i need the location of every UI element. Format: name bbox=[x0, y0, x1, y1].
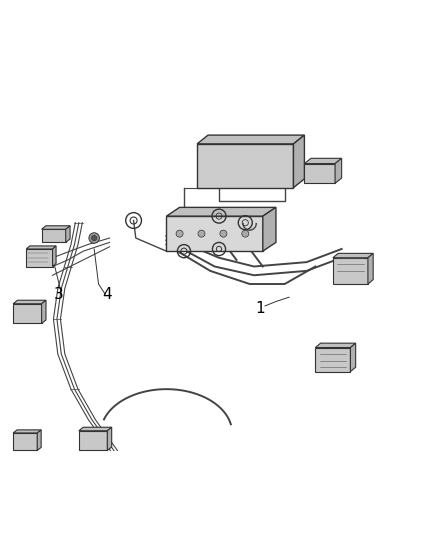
Polygon shape bbox=[333, 253, 373, 258]
Polygon shape bbox=[66, 226, 70, 243]
Polygon shape bbox=[79, 431, 107, 450]
Circle shape bbox=[242, 230, 249, 237]
Circle shape bbox=[176, 230, 183, 237]
Polygon shape bbox=[42, 300, 46, 324]
Polygon shape bbox=[26, 246, 56, 249]
Polygon shape bbox=[13, 304, 42, 324]
Polygon shape bbox=[13, 430, 41, 433]
Circle shape bbox=[92, 236, 97, 241]
Polygon shape bbox=[335, 158, 342, 183]
Text: 4: 4 bbox=[102, 287, 112, 302]
Polygon shape bbox=[315, 343, 356, 348]
Circle shape bbox=[198, 230, 205, 237]
Polygon shape bbox=[293, 135, 304, 188]
Circle shape bbox=[220, 230, 227, 237]
Polygon shape bbox=[315, 348, 350, 372]
Polygon shape bbox=[197, 144, 293, 188]
Polygon shape bbox=[42, 226, 70, 229]
Polygon shape bbox=[79, 427, 112, 431]
Polygon shape bbox=[53, 246, 56, 266]
Polygon shape bbox=[304, 164, 335, 183]
Polygon shape bbox=[263, 207, 276, 251]
Text: 3: 3 bbox=[54, 287, 64, 302]
Polygon shape bbox=[166, 216, 263, 251]
Polygon shape bbox=[107, 427, 112, 450]
Polygon shape bbox=[42, 229, 66, 243]
Polygon shape bbox=[333, 258, 368, 284]
Polygon shape bbox=[37, 430, 41, 450]
Text: 1: 1 bbox=[256, 301, 265, 316]
Polygon shape bbox=[368, 253, 373, 284]
Polygon shape bbox=[197, 135, 304, 144]
Polygon shape bbox=[350, 343, 356, 372]
Polygon shape bbox=[166, 207, 276, 216]
Polygon shape bbox=[304, 158, 342, 164]
Circle shape bbox=[89, 233, 99, 243]
Polygon shape bbox=[13, 433, 37, 450]
Polygon shape bbox=[26, 249, 53, 266]
Polygon shape bbox=[13, 300, 46, 304]
